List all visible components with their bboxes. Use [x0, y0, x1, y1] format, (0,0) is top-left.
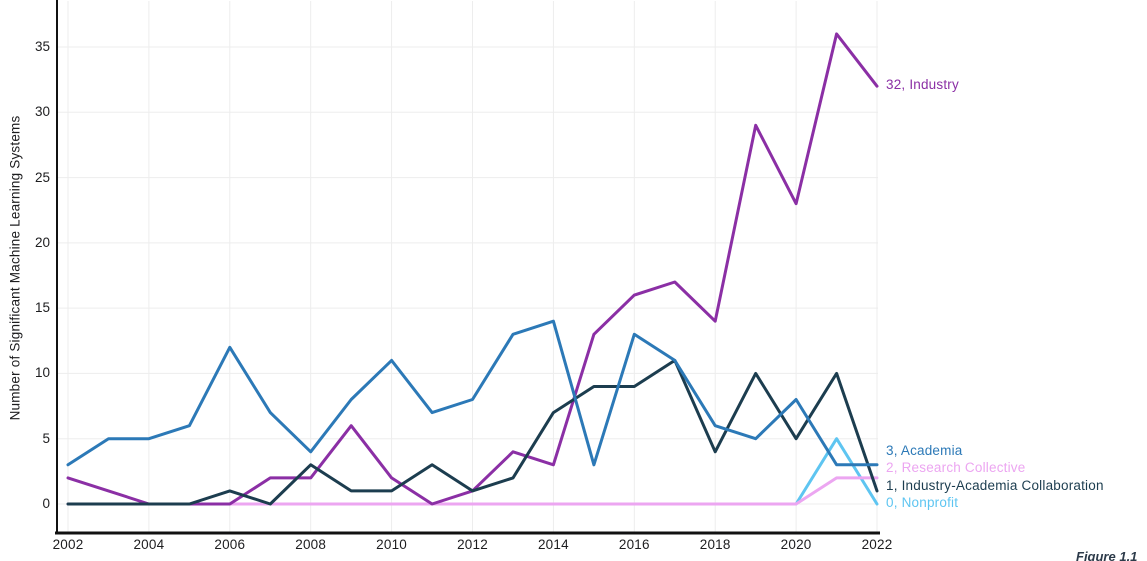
- end-label-academia: 3, Academia: [886, 442, 963, 458]
- x-tick-label: 2012: [457, 537, 488, 552]
- x-tick-label: 2014: [537, 537, 569, 552]
- y-tick-label: 25: [34, 169, 50, 185]
- x-tick-label: 2010: [376, 537, 408, 552]
- y-tick-label: 15: [34, 300, 50, 316]
- figure-caption-fragment: Figure 1.1: [1076, 549, 1138, 561]
- end-label-industry: 32, Industry: [886, 77, 959, 93]
- line-academia: [66, 319, 879, 467]
- x-tick-label: 2022: [861, 537, 893, 552]
- x-tick-label: 2006: [214, 537, 246, 552]
- y-tick-label: 0: [42, 496, 50, 511]
- y-tick-label: 30: [34, 104, 50, 120]
- y-tick-label: 10: [34, 365, 50, 381]
- y-tick-label: 35: [34, 39, 50, 54]
- end-label-research-collective: 2, Research Collective: [886, 460, 1026, 475]
- x-tick-label: 2004: [133, 537, 165, 552]
- line-industry-academia-collaboration: [66, 358, 879, 506]
- y-tick-label: 20: [34, 234, 50, 250]
- end-label-nonprofit: 0, Nonprofit: [886, 495, 959, 510]
- x-tick-label: 2002: [52, 537, 84, 552]
- x-tick-label: 2018: [699, 537, 731, 552]
- y-tick-label: 5: [42, 430, 50, 446]
- end-label-industry-academia-collaboration: 1, Industry-Academia Collaboration: [886, 477, 1104, 493]
- x-tick-label: 2016: [618, 537, 650, 552]
- x-tick-label: 2008: [295, 537, 327, 552]
- x-tick-label: 2020: [780, 537, 812, 552]
